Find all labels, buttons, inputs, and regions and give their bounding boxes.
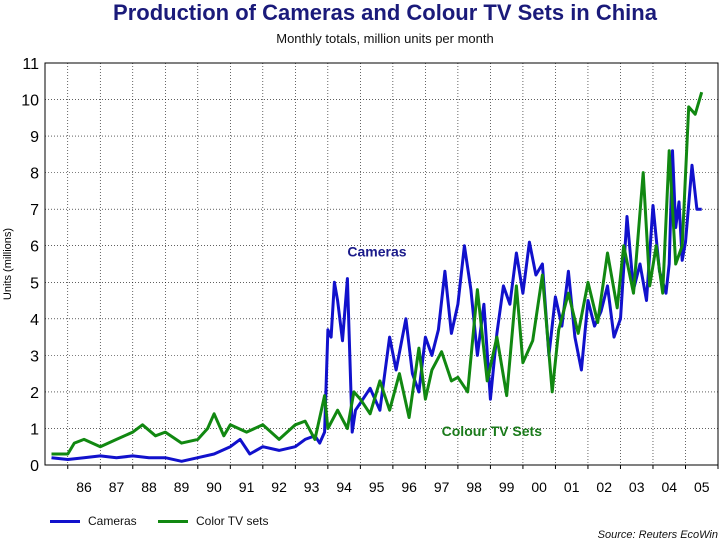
x-tick-label: 98 — [466, 479, 482, 495]
y-axis-label: Units (millions) — [2, 228, 14, 300]
x-tick-label: 01 — [564, 479, 580, 495]
x-tick-label: 96 — [401, 479, 417, 495]
x-tick-label: 88 — [141, 479, 157, 495]
legend-swatch-cameras — [50, 519, 80, 523]
x-tick-label: 00 — [531, 479, 547, 495]
chart-title: Production of Cameras and Colour TV Sets… — [113, 0, 657, 25]
y-tick-label: 10 — [21, 93, 39, 110]
legend-label-tv: Color TV sets — [196, 514, 269, 528]
x-tick-label: 03 — [629, 479, 645, 495]
x-tick-label: 87 — [109, 479, 125, 495]
x-tick-label: 05 — [694, 479, 710, 495]
x-tick-label: 90 — [206, 479, 222, 495]
x-tick-label: 95 — [369, 479, 385, 495]
y-tick-label: 9 — [30, 129, 39, 146]
legend-tv: Color TV sets — [158, 514, 268, 528]
y-tick-label: 0 — [30, 458, 39, 475]
legend-cameras: Cameras — [50, 514, 137, 528]
y-tick-label: 11 — [22, 56, 39, 73]
source-note: Source: Reuters EcoWin — [597, 529, 718, 541]
y-tick-label: 1 — [30, 421, 39, 438]
series-line-tv — [51, 91, 704, 456]
x-tick-label: 93 — [304, 479, 320, 495]
x-tick-label: 94 — [336, 479, 352, 495]
x-tick-label: 92 — [271, 479, 287, 495]
annotation-cameras: Cameras — [347, 244, 406, 260]
chart-subtitle: Monthly totals, million units per month — [276, 31, 494, 46]
y-tick-label: 8 — [30, 166, 39, 183]
x-tick-label: 91 — [239, 479, 255, 495]
y-tick-label: 6 — [30, 239, 39, 256]
annotation-tv: Colour TV Sets — [442, 423, 543, 439]
y-tick-label: 5 — [30, 275, 39, 292]
legend-label-cameras: Cameras — [88, 514, 137, 528]
x-tick-label: 02 — [596, 479, 612, 495]
y-tick-label: 3 — [30, 348, 39, 365]
legend-swatch-tv — [158, 519, 188, 523]
y-tick-label: 2 — [30, 385, 39, 402]
x-tick-label: 04 — [661, 479, 677, 495]
x-tick-label: 86 — [76, 479, 92, 495]
x-tick-label: 97 — [434, 479, 450, 495]
x-tick-label: 89 — [174, 479, 190, 495]
y-tick-label: 4 — [30, 312, 39, 329]
y-tick-label: 7 — [30, 202, 39, 219]
x-tick-label: 99 — [499, 479, 515, 495]
